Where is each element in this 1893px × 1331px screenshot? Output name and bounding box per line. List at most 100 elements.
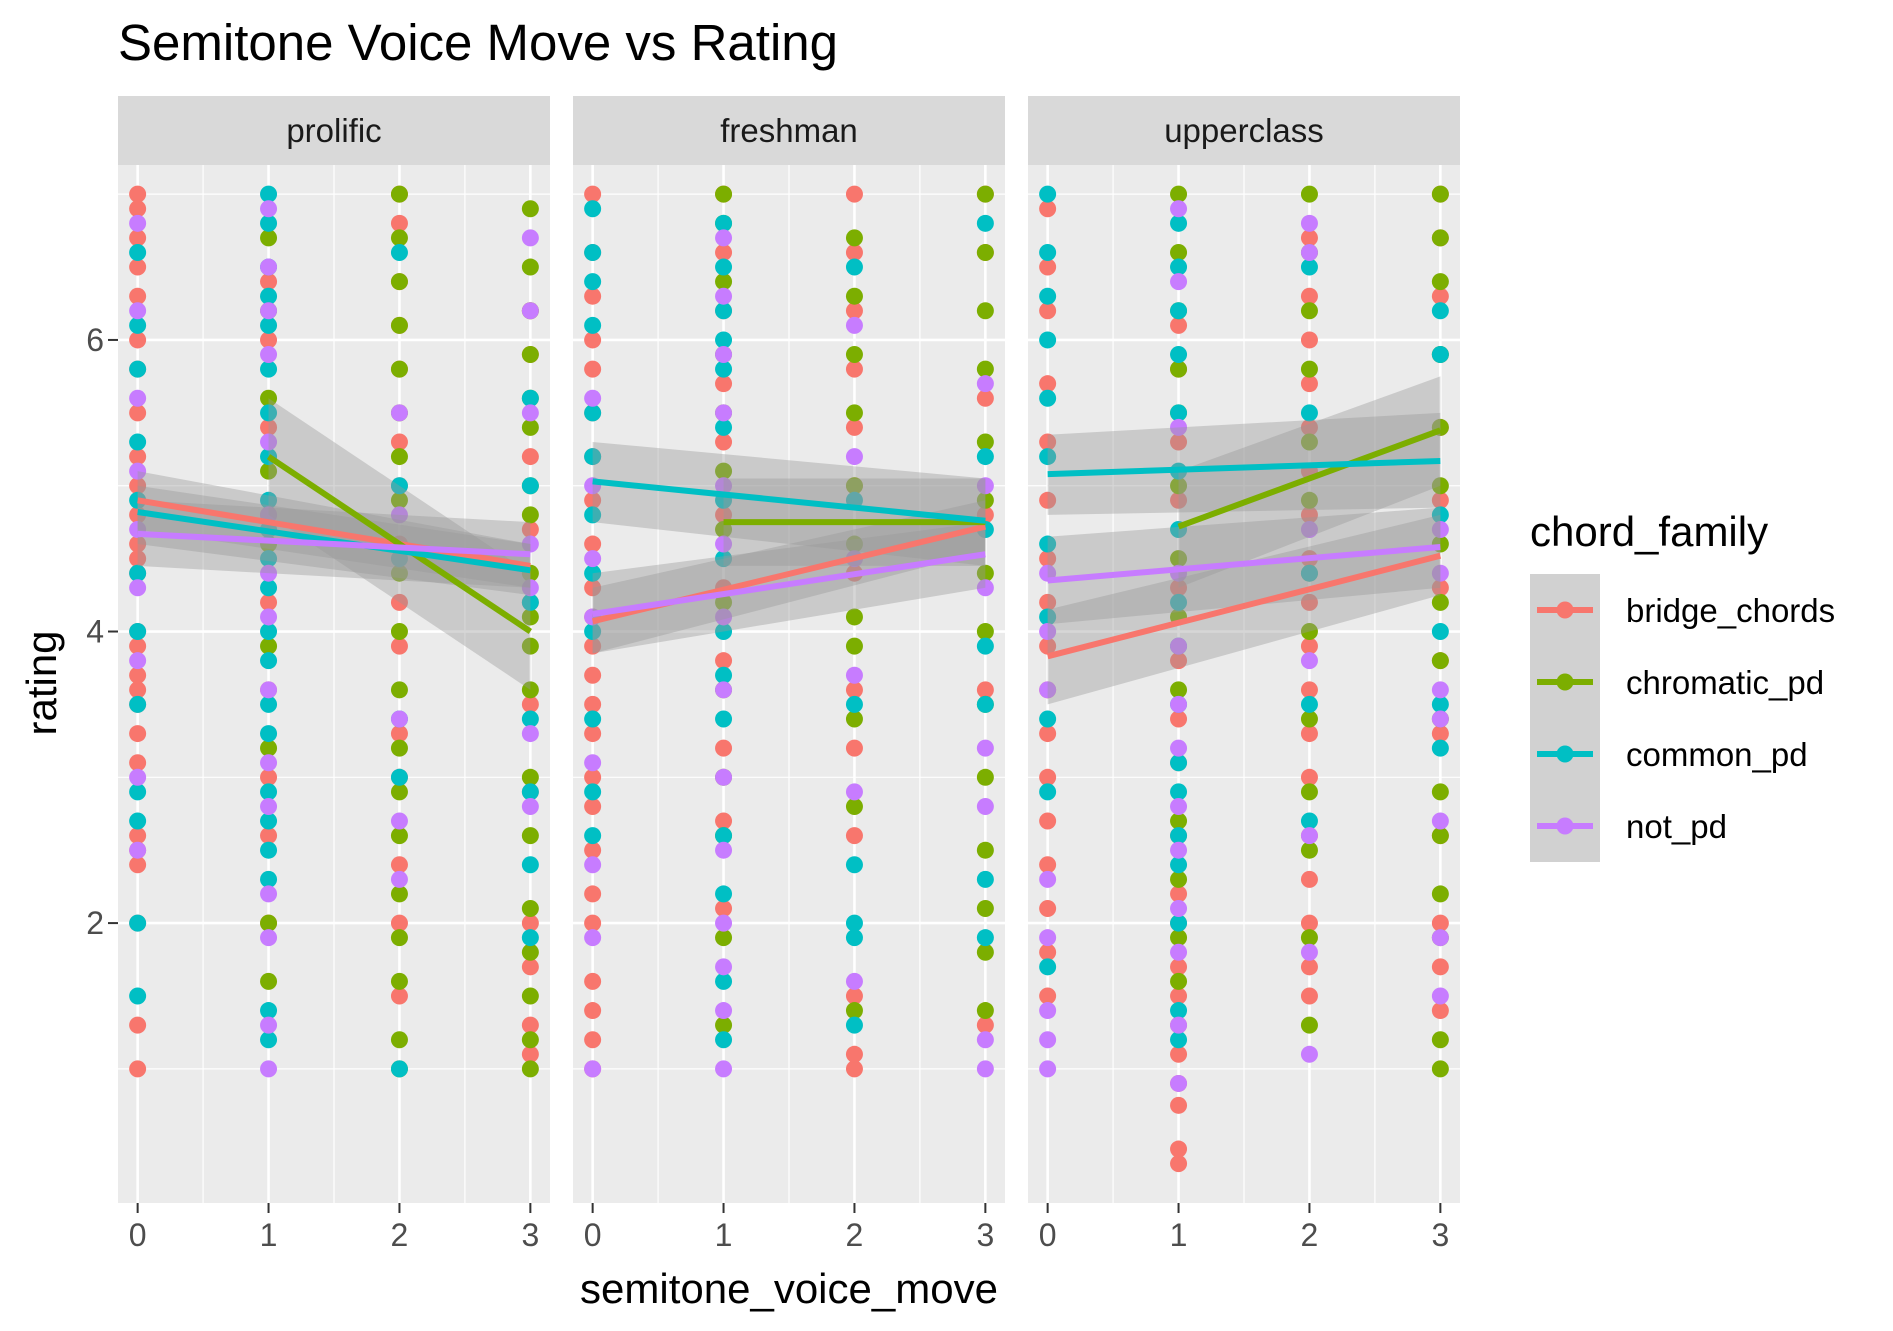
- data-point-bridge_chords: [976, 1016, 994, 1034]
- data-point-common_pd: [260, 652, 278, 670]
- legend-label-chromatic_pd: chromatic_pd: [1626, 664, 1824, 701]
- data-point-common_pd: [1431, 623, 1449, 641]
- data-point-common_pd: [584, 506, 602, 524]
- data-point-chromatic_pd: [1300, 929, 1318, 947]
- data-point-not_pd: [260, 564, 278, 582]
- data-point-common_pd: [1431, 506, 1449, 524]
- data-point-chromatic_pd: [1170, 185, 1188, 203]
- data-point-common_pd: [129, 914, 147, 932]
- data-point-not_pd: [521, 229, 539, 247]
- data-point-common_pd: [129, 623, 147, 641]
- data-point-chromatic_pd: [1300, 841, 1318, 859]
- data-point-chromatic_pd: [976, 360, 994, 378]
- data-point-common_pd: [260, 491, 278, 509]
- data-point-bridge_chords: [390, 214, 408, 232]
- data-point-bridge_chords: [1170, 1140, 1188, 1158]
- data-point-common_pd: [260, 360, 278, 378]
- data-point-bridge_chords: [845, 681, 863, 699]
- data-point-common_pd: [1039, 535, 1057, 553]
- data-point-common_pd: [390, 768, 408, 786]
- data-point-bridge_chords: [260, 418, 278, 436]
- data-point-chromatic_pd: [521, 608, 539, 626]
- facet-strip: [573, 96, 1005, 165]
- data-point-chromatic_pd: [521, 768, 539, 786]
- data-point-not_pd: [260, 681, 278, 699]
- data-point-not_pd: [129, 389, 147, 407]
- data-point-common_pd: [260, 841, 278, 859]
- data-point-chromatic_pd: [845, 608, 863, 626]
- data-point-not_pd: [260, 797, 278, 815]
- data-point-not_pd: [1300, 652, 1318, 670]
- data-point-bridge_chords: [129, 1016, 147, 1034]
- data-point-chromatic_pd: [390, 623, 408, 641]
- data-point-common_pd: [1039, 783, 1057, 801]
- data-point-common_pd: [1300, 695, 1318, 713]
- data-point-bridge_chords: [715, 506, 733, 524]
- data-point-chromatic_pd: [1170, 477, 1188, 495]
- y-tick-label: 4: [86, 614, 104, 650]
- data-point-common_pd: [976, 870, 994, 888]
- data-point-bridge_chords: [129, 404, 147, 422]
- data-point-bridge_chords: [584, 797, 602, 815]
- data-point-chromatic_pd: [976, 841, 994, 859]
- legend-label-not_pd: not_pd: [1626, 808, 1727, 845]
- data-point-not_pd: [715, 1002, 733, 1020]
- data-point-chromatic_pd: [390, 448, 408, 466]
- data-point-bridge_chords: [1431, 1002, 1449, 1020]
- data-point-common_pd: [715, 214, 733, 232]
- data-point-not_pd: [390, 506, 408, 524]
- data-point-common_pd: [390, 243, 408, 261]
- facet-strip: [118, 96, 550, 165]
- x-tick-label: 0: [1039, 1217, 1057, 1253]
- data-point-bridge_chords: [584, 579, 602, 597]
- data-point-not_pd: [976, 1060, 994, 1078]
- data-point-chromatic_pd: [521, 1031, 539, 1049]
- data-point-chromatic_pd: [845, 229, 863, 247]
- data-point-bridge_chords: [1300, 418, 1318, 436]
- data-point-common_pd: [260, 287, 278, 305]
- data-point-chromatic_pd: [976, 302, 994, 320]
- data-point-not_pd: [845, 448, 863, 466]
- data-point-not_pd: [976, 579, 994, 597]
- data-point-common_pd: [129, 987, 147, 1005]
- data-point-not_pd: [1039, 1031, 1057, 1049]
- data-point-bridge_chords: [1039, 987, 1057, 1005]
- data-point-common_pd: [715, 710, 733, 728]
- data-point-bridge_chords: [1170, 885, 1188, 903]
- x-tick-label: 2: [1301, 1217, 1319, 1253]
- data-point-not_pd: [521, 302, 539, 320]
- confidence-band-bridge_chords: [1047, 514, 1441, 705]
- data-point-common_pd: [521, 929, 539, 947]
- x-tick-label: 0: [584, 1217, 602, 1253]
- data-point-not_pd: [1170, 418, 1188, 436]
- data-point-not_pd: [1431, 929, 1449, 947]
- data-point-bridge_chords: [584, 885, 602, 903]
- data-point-chromatic_pd: [845, 1002, 863, 1020]
- data-point-bridge_chords: [584, 666, 602, 684]
- legend-key-point-chromatic_pd: [1556, 673, 1574, 691]
- data-point-common_pd: [584, 783, 602, 801]
- data-point-not_pd: [1170, 943, 1188, 961]
- data-point-chromatic_pd: [521, 987, 539, 1005]
- data-point-bridge_chords: [1170, 987, 1188, 1005]
- data-point-chromatic_pd: [1170, 972, 1188, 990]
- data-point-chromatic_pd: [521, 418, 539, 436]
- data-point-bridge_chords: [390, 637, 408, 655]
- legend-key-point-bridge_chords: [1556, 601, 1574, 619]
- data-point-chromatic_pd: [390, 1031, 408, 1049]
- data-point-common_pd: [1431, 739, 1449, 757]
- data-point-chromatic_pd: [390, 316, 408, 334]
- data-point-chromatic_pd: [845, 287, 863, 305]
- data-point-bridge_chords: [1300, 987, 1318, 1005]
- data-point-common_pd: [260, 1031, 278, 1049]
- data-point-common_pd: [584, 448, 602, 466]
- data-point-common_pd: [1170, 783, 1188, 801]
- data-point-bridge_chords: [521, 958, 539, 976]
- data-point-chromatic_pd: [1170, 360, 1188, 378]
- data-point-not_pd: [260, 1016, 278, 1034]
- data-point-not_pd: [715, 229, 733, 247]
- data-point-chromatic_pd: [976, 768, 994, 786]
- data-point-bridge_chords: [390, 987, 408, 1005]
- data-point-bridge_chords: [845, 739, 863, 757]
- data-point-chromatic_pd: [1300, 710, 1318, 728]
